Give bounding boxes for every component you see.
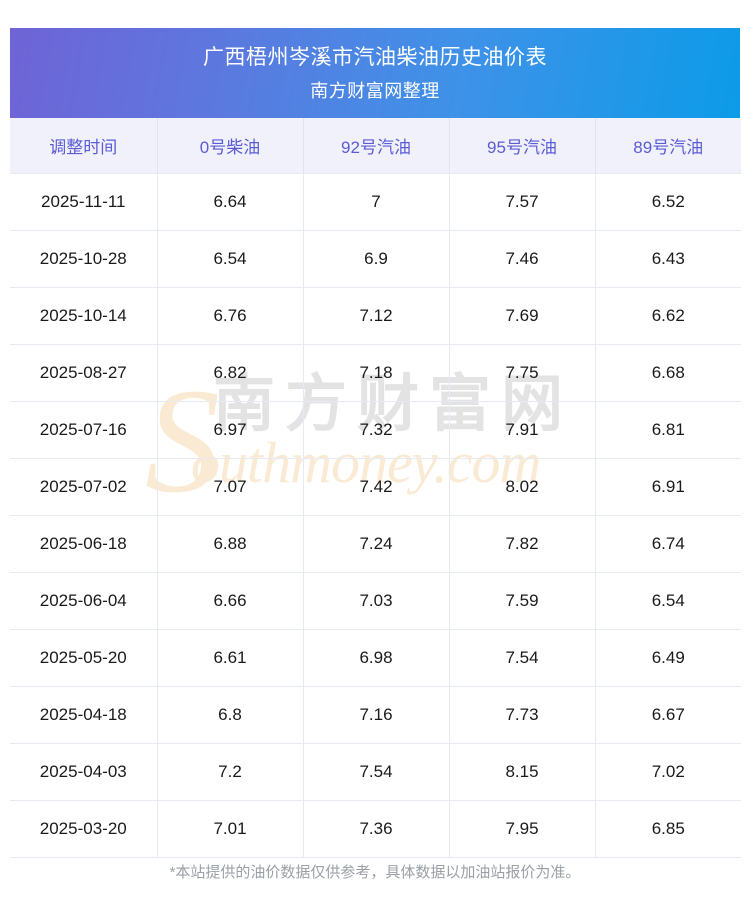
column-header-gas-89[interactable]: 89号汽油 — [595, 118, 741, 174]
cell-gas-95: 7.69 — [449, 287, 596, 345]
cell-diesel-0: 6.88 — [157, 515, 304, 573]
cell-gas-89: 7.02 — [595, 743, 741, 801]
cell-gas-95: 7.91 — [449, 401, 596, 459]
cell-diesel-0: 7.01 — [157, 800, 304, 858]
cell-gas-95: 7.95 — [449, 800, 596, 858]
cell-gas-92: 7.54 — [303, 743, 450, 801]
cell-diesel-0: 6.8 — [157, 686, 304, 744]
page-banner: 广西梧州岑溪市汽油柴油历史油价表 南方财富网整理 — [10, 28, 740, 118]
cell-gas-89: 6.74 — [595, 515, 741, 573]
table-row: 2025-10-14 6.76 7.12 7.69 6.62 — [10, 287, 741, 345]
table-row: 2025-07-16 6.97 7.32 7.91 6.81 — [10, 401, 741, 459]
disclaimer-note: *本站提供的油价数据仅供参考，具体数据以加油站报价为准。 — [169, 864, 581, 881]
cell-gas-89: 6.67 — [595, 686, 741, 744]
table-head: 调整时间 0号柴油 92号汽油 95号汽油 89号汽油 — [10, 118, 741, 174]
cell-gas-95: 7.75 — [449, 344, 596, 402]
table-row: 2025-06-18 6.88 7.24 7.82 6.74 — [10, 515, 741, 573]
cell-gas-92: 7.32 — [303, 401, 450, 459]
cell-gas-89: 6.43 — [595, 230, 741, 288]
table-row: 2025-06-04 6.66 7.03 7.59 6.54 — [10, 572, 741, 630]
table-row: 2025-03-20 7.01 7.36 7.95 6.85 — [10, 800, 741, 858]
cell-gas-95: 7.59 — [449, 572, 596, 630]
cell-gas-95: 7.46 — [449, 230, 596, 288]
cell-date: 2025-05-20 — [10, 629, 158, 687]
cell-gas-89: 6.52 — [595, 173, 741, 231]
cell-date: 2025-07-02 — [10, 458, 158, 516]
cell-gas-92: 6.98 — [303, 629, 450, 687]
cell-date: 2025-03-20 — [10, 800, 158, 858]
cell-diesel-0: 7.2 — [157, 743, 304, 801]
table-row: 2025-07-02 7.07 7.42 8.02 6.91 — [10, 458, 741, 516]
price-table-container: 调整时间 0号柴油 92号汽油 95号汽油 89号汽油 2025-11-11 6.… — [10, 118, 741, 858]
cell-gas-92: 7.16 — [303, 686, 450, 744]
table-body: 2025-11-11 6.64 7 7.57 6.52 2025-10-28 6.54 6.9… — [10, 173, 741, 858]
cell-gas-89: 6.68 — [595, 344, 741, 402]
table-header-row: 调整时间 0号柴油 92号汽油 95号汽油 89号汽油 — [10, 118, 741, 174]
cell-diesel-0: 6.54 — [157, 230, 304, 288]
table-row: 2025-05-20 6.61 6.98 7.54 6.49 — [10, 629, 741, 687]
cell-date: 2025-10-28 — [10, 230, 158, 288]
cell-gas-92: 7.42 — [303, 458, 450, 516]
cell-diesel-0: 6.61 — [157, 629, 304, 687]
table-row: 2025-11-11 6.64 7 7.57 6.52 — [10, 173, 741, 231]
cell-date: 2025-06-04 — [10, 572, 158, 630]
cell-gas-92: 7.12 — [303, 287, 450, 345]
cell-gas-95: 8.02 — [449, 458, 596, 516]
cell-gas-89: 6.85 — [595, 800, 741, 858]
table-row: 2025-08-27 6.82 7.18 7.75 6.68 — [10, 344, 741, 402]
page-title: 广西梧州岑溪市汽油柴油历史油价表 — [203, 45, 547, 69]
cell-date: 2025-04-18 — [10, 686, 158, 744]
cell-gas-92: 7.24 — [303, 515, 450, 573]
cell-diesel-0: 6.82 — [157, 344, 304, 402]
table-row: 2025-04-18 6.8 7.16 7.73 6.67 — [10, 686, 741, 744]
table-row: 2025-10-28 6.54 6.9 7.46 6.43 — [10, 230, 741, 288]
cell-gas-89: 6.91 — [595, 458, 741, 516]
column-header-diesel-0[interactable]: 0号柴油 — [157, 118, 304, 174]
cell-date: 2025-10-14 — [10, 287, 158, 345]
column-header-date[interactable]: 调整时间 — [10, 118, 158, 174]
fuel-price-table: 调整时间 0号柴油 92号汽油 95号汽油 89号汽油 2025-11-11 6.… — [10, 118, 741, 858]
cell-date: 2025-07-16 — [10, 401, 158, 459]
cell-diesel-0: 6.64 — [157, 173, 304, 231]
cell-date: 2025-11-11 — [10, 173, 158, 231]
cell-gas-92: 7.36 — [303, 800, 450, 858]
cell-gas-95: 7.54 — [449, 629, 596, 687]
cell-date: 2025-08-27 — [10, 344, 158, 402]
cell-diesel-0: 7.07 — [157, 458, 304, 516]
cell-gas-92: 7.18 — [303, 344, 450, 402]
cell-diesel-0: 6.66 — [157, 572, 304, 630]
column-header-gas-92[interactable]: 92号汽油 — [303, 118, 450, 174]
cell-gas-95: 7.73 — [449, 686, 596, 744]
cell-gas-92: 7.03 — [303, 572, 450, 630]
cell-gas-92: 7 — [303, 173, 450, 231]
cell-gas-89: 6.54 — [595, 572, 741, 630]
cell-date: 2025-04-03 — [10, 743, 158, 801]
cell-gas-95: 8.15 — [449, 743, 596, 801]
cell-diesel-0: 6.97 — [157, 401, 304, 459]
cell-gas-95: 7.82 — [449, 515, 596, 573]
cell-diesel-0: 6.76 — [157, 287, 304, 345]
cell-gas-89: 6.49 — [595, 629, 741, 687]
cell-gas-89: 6.62 — [595, 287, 741, 345]
column-header-gas-95[interactable]: 95号汽油 — [449, 118, 596, 174]
cell-date: 2025-06-18 — [10, 515, 158, 573]
table-row: 2025-04-03 7.2 7.54 8.15 7.02 — [10, 743, 741, 801]
cell-gas-89: 6.81 — [595, 401, 741, 459]
page-subtitle: 南方财富网整理 — [310, 80, 440, 101]
cell-gas-95: 7.57 — [449, 173, 596, 231]
cell-gas-92: 6.9 — [303, 230, 450, 288]
